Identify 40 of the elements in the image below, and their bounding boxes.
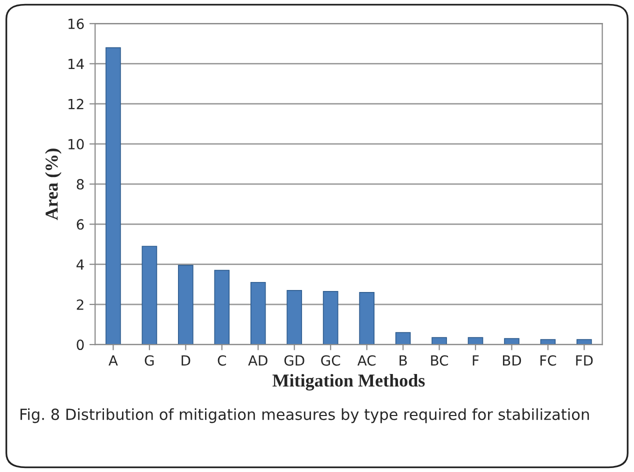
x-tick-label: C [218, 355, 226, 366]
x-tick-label: BD [502, 355, 522, 366]
x-tick-label: GC [321, 355, 340, 366]
x-tick-label: F [472, 355, 479, 366]
x-tick-label: FD [576, 355, 593, 366]
bar [576, 339, 592, 345]
caption: Fig. 8 Distribution of mitigation measures by type required for stabilization [20, 408, 589, 424]
y-tick-label: 8 [76, 179, 84, 190]
y-tick-label: 4 [76, 259, 84, 270]
y-tick-label: 0 [76, 340, 84, 350]
y-tick-label: 10 [68, 138, 84, 150]
y-tick-label: 16 [68, 18, 84, 30]
x-axis-title: Mitigation Methods [272, 374, 425, 390]
bar [214, 270, 230, 345]
y-tick-label: 14 [68, 58, 84, 69]
y-tick-label: 2 [76, 299, 84, 310]
x-tick-label: AD [248, 355, 268, 366]
x-tick-label: G [144, 355, 154, 366]
x-tick-label: FC [540, 355, 556, 366]
bar [106, 47, 121, 345]
bar [250, 282, 266, 345]
bar [468, 337, 484, 345]
y-tick-label: 12 [68, 98, 84, 110]
bar [142, 246, 158, 345]
x-tick-label: A [108, 355, 118, 366]
x-tick-label: B [400, 355, 407, 366]
bar [395, 332, 411, 345]
x-tick-label: D [182, 355, 190, 366]
bar [178, 264, 194, 345]
y-tick-label: 6 [76, 219, 84, 230]
x-tick-label: BC [431, 355, 448, 366]
bar [359, 292, 374, 345]
bar [540, 339, 556, 345]
x-tick-label: AC [357, 355, 376, 366]
x-tick-label: GD [284, 355, 304, 366]
y-axis-title: Area (%) [45, 148, 62, 220]
bar [322, 290, 338, 345]
bar [432, 337, 447, 345]
bar [286, 290, 302, 345]
bar [504, 338, 520, 345]
